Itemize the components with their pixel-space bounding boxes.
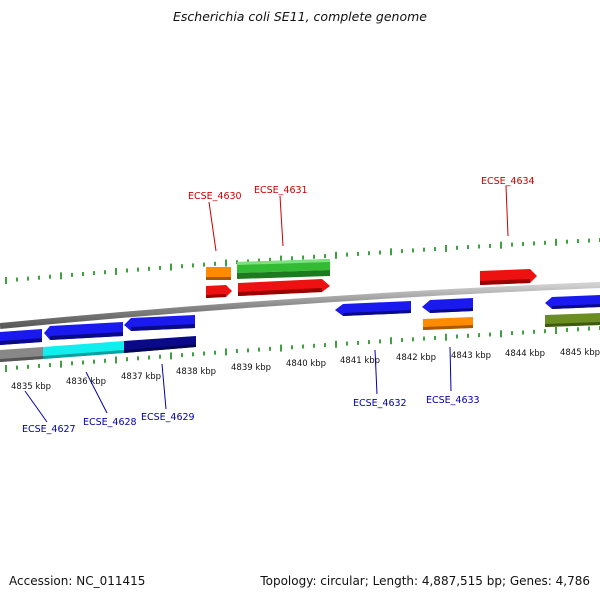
inner-tick-ring xyxy=(5,326,600,372)
accession-value: NC_011415 xyxy=(76,574,146,588)
genes-text: Genes: 4,786 xyxy=(509,574,590,588)
gene-label-ecse-4634[interactable]: ECSE_4634 xyxy=(481,176,535,187)
gene-ecse-4633-orange[interactable] xyxy=(423,317,473,330)
genome-summary: Topology: circular; Length: 4,887,515 bp… xyxy=(260,574,590,588)
leader-line xyxy=(505,185,509,237)
length-text: Length: 4,887,515 bp; xyxy=(372,574,507,588)
gene-olive-right-edge[interactable] xyxy=(545,313,600,327)
leader-line xyxy=(85,371,108,414)
outer-tick-ring xyxy=(5,238,600,284)
scale-label: 4840 kbp xyxy=(286,359,326,369)
scale-label: 4844 kbp xyxy=(505,349,545,359)
topology-text: Topology: circular; xyxy=(260,574,369,588)
genome-backbone xyxy=(0,282,600,329)
scale-label: 4842 kbp xyxy=(396,353,436,363)
leader-line xyxy=(449,346,452,392)
gene-orange-top-small[interactable] xyxy=(206,267,231,280)
scale-label: 4843 kbp xyxy=(451,351,491,361)
accession-info: Accession: NC_011415 xyxy=(9,574,145,588)
gene-ecse-4632-blue[interactable] xyxy=(335,301,411,316)
gene-ecse-4629-blue[interactable] xyxy=(124,315,195,331)
scale-labels: 4835 kbp 4836 kbp 4837 kbp 4838 kbp 4839… xyxy=(11,348,600,392)
scale-label: 4838 kbp xyxy=(176,367,216,377)
bottom-strand-genes xyxy=(0,295,600,362)
scale-label: 4837 kbp xyxy=(121,372,161,382)
gene-label-ecse-4627[interactable]: ECSE_4627 xyxy=(22,424,76,435)
gene-label-ecse-4631[interactable]: ECSE_4631 xyxy=(254,185,308,196)
gene-label-ecse-4628[interactable]: ECSE_4628 xyxy=(83,417,137,428)
gene-ecse-4633-blue[interactable] xyxy=(422,298,473,313)
top-gene-labels: ECSE_4630 ECSE_4631 ECSE_4634 xyxy=(188,176,535,252)
gene-blue-left-edge[interactable] xyxy=(0,329,42,345)
scale-label: 4835 kbp xyxy=(11,382,51,392)
leader-line xyxy=(279,195,284,247)
leader-line xyxy=(374,349,378,395)
scale-label: 4841 kbp xyxy=(340,356,380,366)
scale-label: 4836 kbp xyxy=(66,377,106,387)
gene-ecse-4628-cyan[interactable] xyxy=(43,341,124,359)
gene-ecse-4628-blue[interactable] xyxy=(44,322,123,340)
gene-ecse-4631-green[interactable] xyxy=(237,259,330,279)
leader-line xyxy=(208,201,217,252)
leader-line xyxy=(24,390,48,423)
gene-label-ecse-4629[interactable]: ECSE_4629 xyxy=(141,412,195,423)
gene-red-4631[interactable] xyxy=(238,279,330,296)
gene-ecse-4627-gray[interactable] xyxy=(0,347,43,362)
gene-blue-right-edge[interactable] xyxy=(545,295,600,309)
map-title: Escherichia coli SE11, complete genome xyxy=(173,9,427,24)
gene-red-4634[interactable] xyxy=(480,269,537,285)
top-strand-genes xyxy=(206,259,537,298)
gene-ecse-4629-navy[interactable] xyxy=(124,336,196,353)
scale-label: 4845 kbp xyxy=(560,348,600,358)
gene-red-4630[interactable] xyxy=(206,285,232,298)
accession-label: Accession: xyxy=(9,574,73,588)
gene-label-ecse-4630[interactable]: ECSE_4630 xyxy=(188,191,242,202)
gene-label-ecse-4632[interactable]: ECSE_4632 xyxy=(353,398,407,409)
scale-label: 4839 kbp xyxy=(231,363,271,373)
bottom-gene-labels: ECSE_4627 ECSE_4628 ECSE_4629 ECSE_4632 … xyxy=(22,346,480,435)
gene-label-ecse-4633[interactable]: ECSE_4633 xyxy=(426,395,480,406)
leader-line xyxy=(161,363,167,410)
